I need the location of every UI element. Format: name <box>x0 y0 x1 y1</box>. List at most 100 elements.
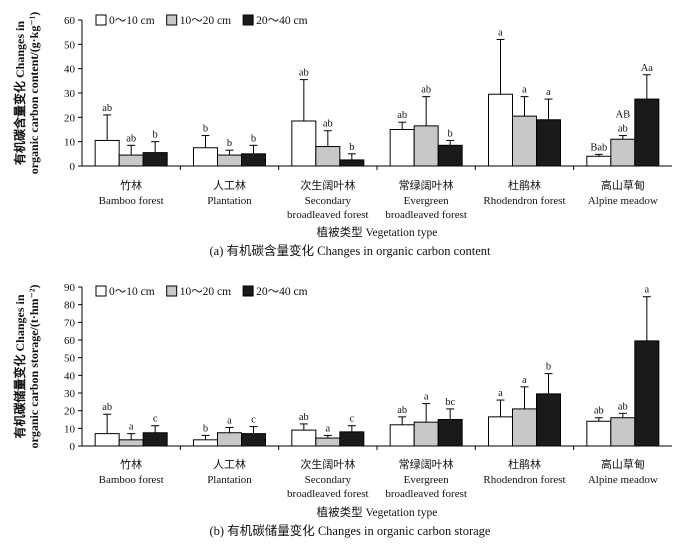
y-tick-label: 70 <box>64 317 76 329</box>
legend-swatch <box>242 285 254 297</box>
significance-label: b <box>251 133 256 144</box>
category-label-zh: 高山草甸 <box>601 457 645 471</box>
bar <box>118 154 144 167</box>
category-label-en: broadleaved forest <box>287 209 369 221</box>
chart-panel-a: 0 10 20 30 40 50 60 竹林 Bamboo forest 人工林 Plantatio… <box>12 12 672 258</box>
bar <box>193 147 218 167</box>
legend-label: 0～10 cm <box>109 286 155 298</box>
significance-label: a <box>546 87 551 98</box>
bar <box>488 93 513 167</box>
significance-label: ab <box>618 401 628 412</box>
significance-label: a <box>129 422 134 433</box>
bar <box>512 115 537 167</box>
significance-label: ab <box>323 119 333 130</box>
bar <box>413 125 439 167</box>
significance-label: c <box>153 414 158 425</box>
category-label-en: Bamboo forest <box>99 474 164 486</box>
significance-label: ab <box>102 103 112 114</box>
bar <box>291 429 317 447</box>
bar <box>291 120 317 167</box>
category-label-en: Rhodendron forest <box>483 474 565 486</box>
y-tick-label: 60 <box>64 15 76 27</box>
legend-label: 20～40 cm <box>256 15 307 27</box>
category-label-en: broadleaved forest <box>385 209 467 221</box>
legend-swatch <box>95 14 107 26</box>
category-label-en: Plantation <box>207 195 252 207</box>
category-label-en: Secondary <box>305 195 352 207</box>
bar <box>634 98 660 167</box>
significance-label: b <box>203 124 208 135</box>
significance-label: AB <box>616 110 631 121</box>
category-label-zh: 杜鹃林 <box>508 457 541 471</box>
y-tick-label: 40 <box>64 370 76 382</box>
category-label-zh: 次生阔叶林 <box>300 457 355 471</box>
category-label-en: broadleaved forest <box>287 488 369 500</box>
significance-label: Aa <box>641 63 654 74</box>
bar <box>610 417 636 447</box>
y-tick-label: 20 <box>64 406 76 418</box>
bar <box>339 431 365 447</box>
significance-label: bc <box>445 397 455 408</box>
legend-swatch <box>166 14 178 26</box>
bar <box>389 129 415 167</box>
bar <box>437 144 463 167</box>
category-label-zh: 常绿阔叶林 <box>399 457 454 471</box>
category-label-zh: 杜鹃林 <box>508 178 541 192</box>
significance-label: a <box>498 27 503 38</box>
bar <box>634 340 660 447</box>
bar <box>118 439 144 447</box>
y-axis-title: organic carbon content/(g·kg⁻¹) <box>27 12 41 175</box>
category-label-en: Plantation <box>207 474 252 486</box>
category-label-en: broadleaved forest <box>385 488 467 500</box>
significance-label: a <box>522 375 527 386</box>
significance-label: b <box>448 128 453 139</box>
bar <box>193 439 218 447</box>
significance-label: a <box>325 423 330 434</box>
significance-label: a <box>227 415 232 426</box>
bar <box>94 139 120 167</box>
y-tick-label: 60 <box>64 335 76 347</box>
bar <box>217 432 242 447</box>
bar <box>536 393 561 447</box>
significance-label: b <box>349 142 354 153</box>
category-label-zh: 次生阔叶林 <box>300 178 355 192</box>
legend-label: 10～20 cm <box>180 286 231 298</box>
bar <box>217 154 242 167</box>
bar <box>142 432 168 447</box>
bar <box>413 421 439 447</box>
legend-swatch <box>166 285 178 297</box>
significance-label: ab <box>594 406 604 417</box>
category-label-en: Alpine meadow <box>588 195 658 207</box>
significance-label: a <box>498 388 503 399</box>
legend-label: 0～10 cm <box>109 15 155 27</box>
significance-label: a <box>522 85 527 96</box>
x-axis-title: 植被类型 Vegetation type <box>317 505 438 519</box>
category-label-zh: 竹林 <box>120 178 142 192</box>
significance-label: b <box>546 362 551 373</box>
significance-label: ab <box>126 133 136 144</box>
significance-label: ab <box>421 85 431 96</box>
y-tick-label: 40 <box>64 64 76 76</box>
bar <box>610 138 636 167</box>
y-axis-title: organic carbon storage/(t·hm⁻²) <box>27 285 41 449</box>
y-tick-label: 10 <box>64 423 76 435</box>
category-label-en: Secondary <box>305 474 352 486</box>
y-tick-label: 30 <box>64 88 76 100</box>
x-axis-title: 植被类型 Vegetation type <box>317 225 438 239</box>
bar <box>241 153 266 167</box>
chart-panel-b: 0 10 20 30 40 50 60 70 80 90 竹林 Bamboo forest 人工林 Pla… <box>12 282 672 538</box>
bar <box>389 424 415 447</box>
category-label-en: Bamboo forest <box>99 195 164 207</box>
significance-label: a <box>424 392 429 403</box>
y-tick-label: 0 <box>70 441 76 453</box>
significance-label: c <box>251 415 256 426</box>
bar <box>586 420 612 447</box>
significance-label: b <box>227 138 232 149</box>
bar <box>315 146 341 167</box>
significance-label: ab <box>299 68 309 79</box>
legend-swatch <box>95 285 107 297</box>
legend-label: 20～40 cm <box>256 286 307 298</box>
bar <box>315 437 341 447</box>
y-tick-label: 10 <box>64 137 76 149</box>
